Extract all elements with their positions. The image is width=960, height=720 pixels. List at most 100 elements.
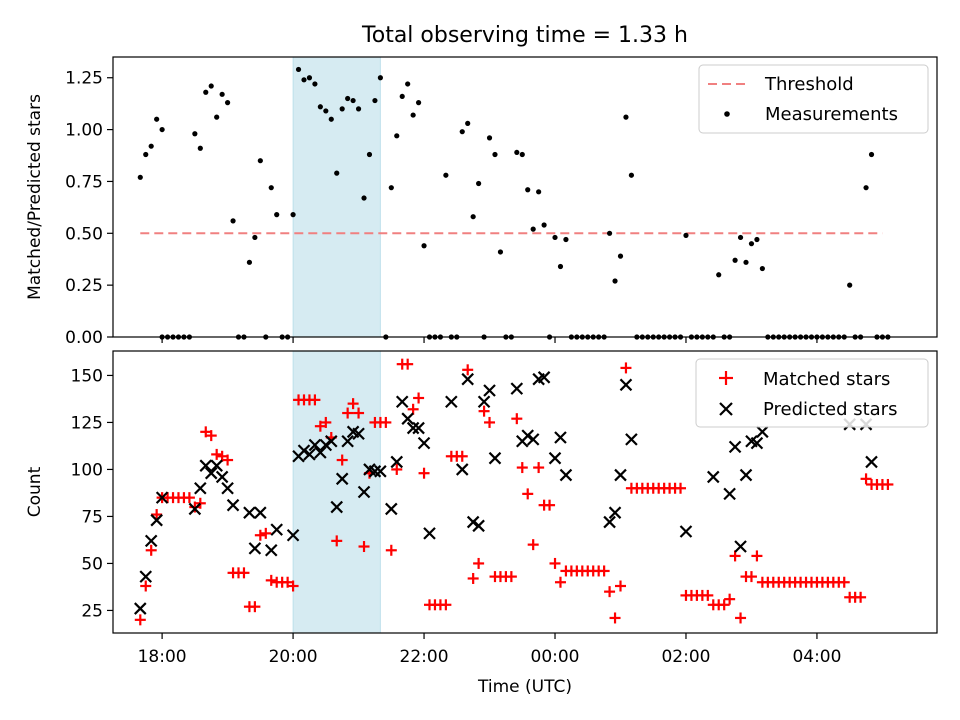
- matched-star-point: [254, 529, 266, 541]
- measurement-point: [372, 97, 378, 104]
- measurement-point: [748, 241, 755, 247]
- matched-star-point: [183, 492, 195, 504]
- matched-star-point: [724, 593, 736, 605]
- measurement-point: [224, 100, 231, 106]
- measurement-point: [334, 170, 340, 176]
- measurements-legend-swatch: [724, 111, 730, 117]
- predicted-star-point: [270, 523, 283, 536]
- matched-star-point: [544, 499, 556, 511]
- measurement-point: [868, 151, 875, 158]
- predicted-star-point: [412, 421, 425, 435]
- measurement-point: [208, 83, 214, 89]
- measurement-point: [617, 253, 624, 259]
- predicted-star-point: [215, 470, 229, 484]
- matched-star-point: [265, 574, 277, 586]
- measurement-point: [339, 106, 345, 112]
- count-y-tick-label: 75: [81, 507, 103, 527]
- matched-star-point: [467, 572, 479, 584]
- measurement-point: [612, 278, 618, 284]
- matched-star-point: [353, 407, 365, 419]
- matched-star-point: [860, 473, 872, 485]
- measurement-point: [514, 149, 520, 156]
- matched-star-point: [238, 567, 250, 579]
- predicted-star-point: [144, 534, 158, 548]
- measurements-legend-label: Measurements: [765, 104, 898, 125]
- matched-star-point: [745, 571, 757, 583]
- measurement-point: [252, 234, 258, 241]
- matched-star-point: [838, 576, 850, 588]
- count-y-axis-label: Count: [25, 466, 45, 517]
- measurement-point: [459, 129, 465, 135]
- predicted-star-point: [734, 540, 747, 553]
- matched-star-point: [358, 541, 370, 553]
- predicted-star-point: [303, 448, 316, 461]
- ratio-y-tick-label: 0.50: [65, 224, 103, 244]
- measurement-point: [623, 114, 629, 120]
- matched-star-point: [511, 413, 523, 425]
- count-points: [134, 358, 894, 626]
- predicted-star-point: [221, 481, 234, 495]
- matched-star-point: [614, 580, 626, 592]
- predicted-star-point: [385, 502, 398, 516]
- measurement-point: [410, 112, 416, 118]
- predicted-legend-swatch: [719, 402, 733, 416]
- predicted-star-point: [865, 455, 878, 469]
- count-legend: Matched stars Predicted stars: [695, 358, 929, 428]
- measurement-point: [230, 218, 236, 224]
- predicted-star-point: [150, 513, 163, 527]
- measurement-point: [497, 249, 504, 255]
- measurement-point: [421, 243, 427, 249]
- predicted-star-point: [619, 378, 633, 392]
- count-y-tick-label: 25: [81, 601, 103, 621]
- measurement-point: [312, 81, 318, 87]
- predicted-star-point: [417, 436, 431, 450]
- measurement-point: [290, 212, 296, 218]
- matched-star-point: [604, 586, 616, 598]
- predicted-star-point: [352, 427, 365, 440]
- measurement-point: [274, 212, 280, 218]
- predicted-star-point: [554, 431, 567, 444]
- predicted-star-point: [319, 438, 333, 452]
- matched-star-point: [211, 448, 223, 460]
- count-y-tick-label: 150: [71, 366, 103, 386]
- matched-star-point: [516, 462, 528, 474]
- matched-star-point: [473, 557, 485, 569]
- predicted-star-point: [314, 446, 327, 459]
- ratio-x-ticks: [161, 337, 818, 343]
- ratio-legend-box: [698, 64, 929, 134]
- predicted-star-point: [625, 433, 638, 446]
- matched-star-point: [145, 544, 157, 556]
- matched-star-point: [735, 612, 747, 624]
- predicted-star-point: [706, 470, 720, 484]
- matched-star-point: [718, 599, 730, 611]
- count-x-tick-label: 02:00: [661, 647, 710, 667]
- measurement-point: [399, 93, 405, 100]
- matched-star-point: [287, 580, 299, 592]
- matched-star-point: [205, 430, 217, 442]
- predicted-star-point: [395, 395, 409, 409]
- measurement-point: [268, 185, 274, 191]
- measurement-point: [606, 230, 613, 236]
- measurement-point: [203, 89, 209, 95]
- measurement-point: [323, 108, 329, 114]
- measurement-point: [306, 75, 313, 81]
- predicted-star-point: [406, 421, 420, 435]
- count-panel-shaded-region: [292, 350, 381, 634]
- predicted-star-point: [254, 506, 267, 519]
- predicted-star-point: [466, 515, 480, 529]
- matched-star-point: [380, 416, 392, 428]
- matched-star-point: [882, 478, 894, 490]
- matched-star-point: [505, 571, 517, 583]
- count-y-ticks: 25 50 75 100 125 150: [71, 366, 113, 621]
- measurement-point: [415, 100, 422, 106]
- measurement-point: [257, 158, 263, 164]
- predicted-star-point: [526, 433, 540, 446]
- matched-star-point: [151, 509, 163, 521]
- ratio-y-tick-label: 0.25: [65, 276, 103, 296]
- measurement-point: [219, 91, 225, 97]
- matched-legend-swatch: [719, 371, 733, 385]
- matched-star-point: [478, 405, 490, 417]
- measurement-point: [192, 131, 198, 137]
- predicted-star-point: [297, 444, 311, 457]
- predicted-star-point: [357, 485, 371, 499]
